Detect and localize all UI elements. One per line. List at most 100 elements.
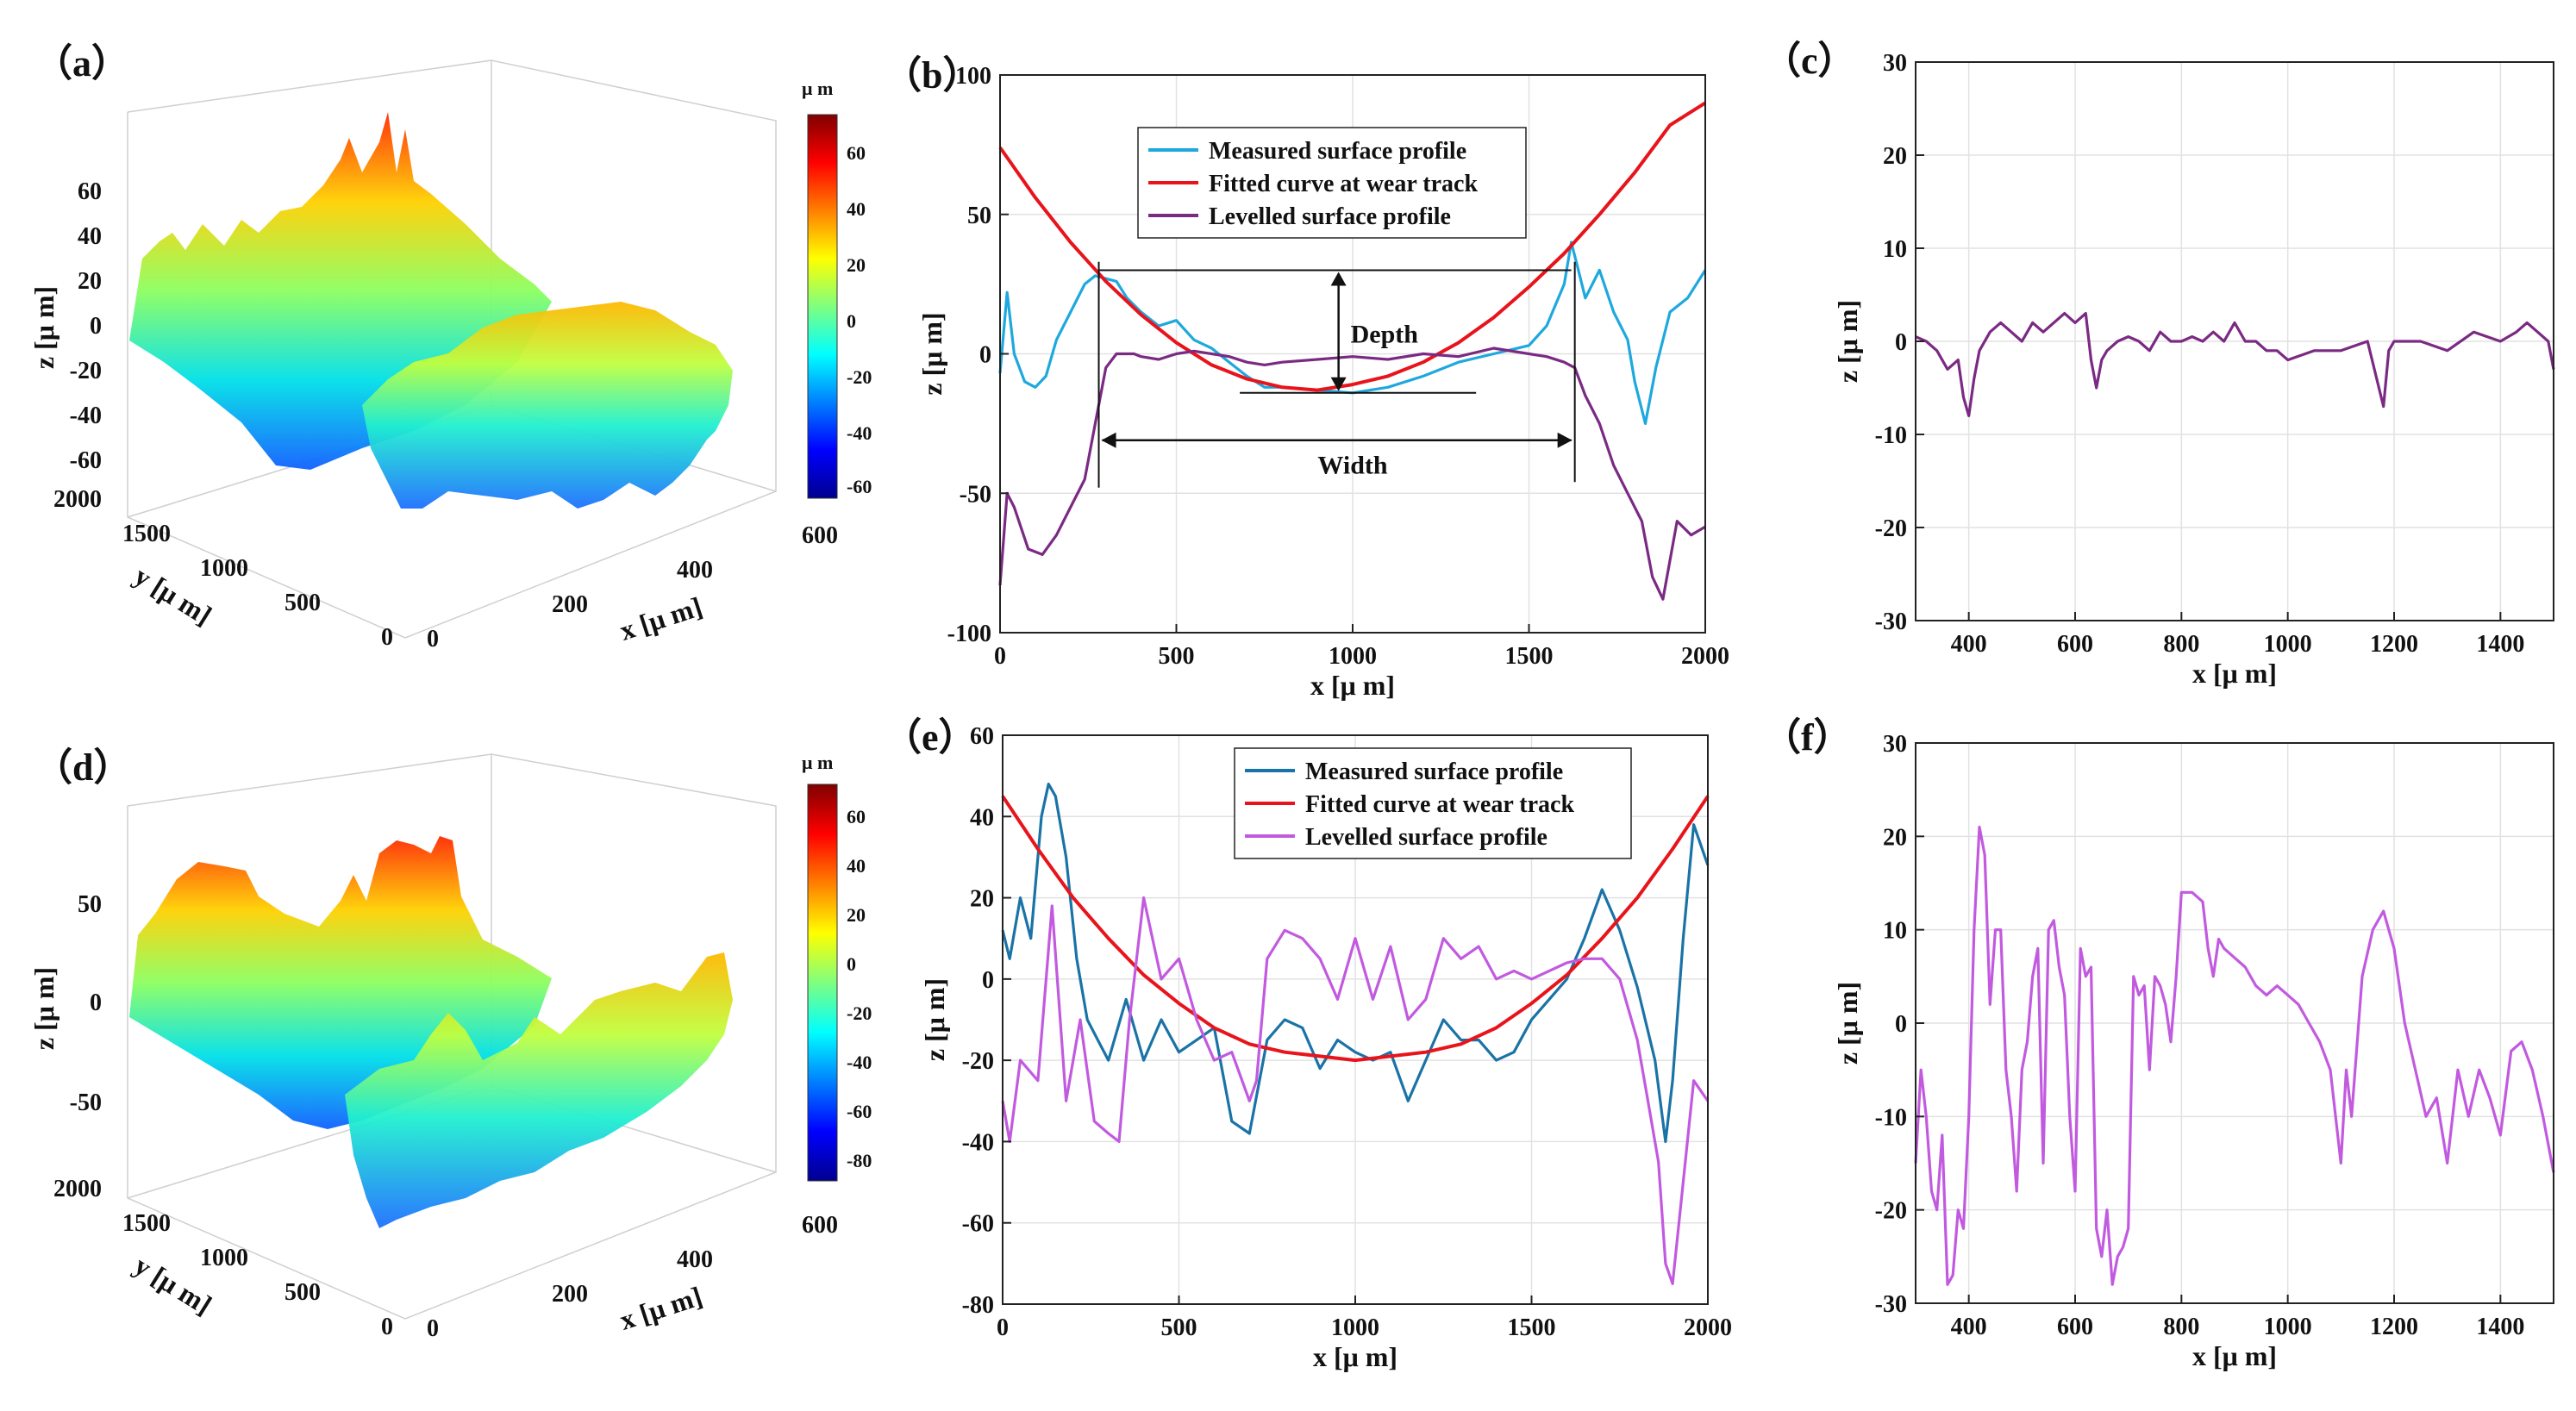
z-label-a: z [μ m] (28, 286, 59, 369)
y-tick-label: -60 (962, 1211, 994, 1238)
series-fitted-e (1001, 795, 1710, 1063)
x-tick-label: 1500 (1505, 643, 1554, 670)
z-tick: -60 (70, 447, 102, 474)
surface-front-d (345, 952, 733, 1228)
y-tick-label: 20 (970, 886, 994, 913)
y-tick-label: -20 (962, 1048, 994, 1075)
y-tick: 1500 (122, 1210, 171, 1237)
panel-label-a: （a） (34, 42, 129, 84)
colorbar-tick: -40 (847, 422, 872, 444)
x-tick-label: 1000 (2264, 1314, 2312, 1340)
colorbar-a (807, 114, 838, 499)
x-axis-label-c: x [μ m] (2192, 658, 2277, 689)
colorbar-unit-a: μ m (802, 78, 833, 99)
colorbar-tick: 40 (847, 198, 866, 220)
panel-label-f: （f） (1763, 716, 1852, 759)
colorbar-tick: -20 (847, 366, 872, 388)
y-tick: 1000 (200, 555, 248, 582)
legend-entry-fitted: Fitted curve at wear track (1209, 171, 1478, 197)
x-tick-label: 2000 (1681, 643, 1729, 670)
y-tick-label: -30 (1875, 609, 1907, 635)
x-tick-label: 600 (2057, 631, 2093, 658)
y-tick-label: -10 (1875, 422, 1907, 449)
colorbar-d (807, 784, 838, 1182)
x-ticks-d: 0 200 400 600 (427, 1212, 838, 1342)
y-axis-label-b: z [μ m] (916, 312, 947, 395)
z-tick: 0 (90, 313, 102, 340)
legend-e: Measured surface profile Fitted curve at … (1234, 747, 1632, 859)
x-tick-label: 500 (1161, 1314, 1197, 1341)
colorbar-ticks-d: 60 40 20 0 -20 -40 -60 -80 (847, 806, 872, 1171)
x-tick-label: 2000 (1684, 1314, 1732, 1341)
z-tick: 50 (78, 891, 102, 918)
z-tick: 60 (78, 178, 102, 205)
z-tick: -40 (70, 403, 102, 429)
y-axis-label-c: z [μ m] (1832, 300, 1863, 383)
x-tick-label: 600 (2057, 1314, 2093, 1340)
y-tick-label: 30 (1883, 731, 1907, 758)
x-axis-label-f: x [μ m] (2192, 1340, 2277, 1371)
legend-entry-fitted: Fitted curve at wear track (1305, 791, 1574, 818)
panel-d: （d） 50 0 -50 z [μ m] 2000 1500 1000 500 … (28, 746, 872, 1342)
y-tick-label: -20 (1875, 1198, 1907, 1225)
x-tick-label: 1000 (1331, 1314, 1379, 1341)
y-tick: 0 (381, 624, 393, 651)
legend-entry-levelled: Levelled surface profile (1305, 824, 1547, 851)
box-frame-d-3 (127, 753, 492, 807)
z-ticks-a: 60 40 20 0 -20 -40 -60 (70, 178, 102, 474)
legend-entry-measured: Measured surface profile (1305, 759, 1563, 785)
legend-box (1234, 747, 1632, 859)
width-label: Width (1317, 452, 1387, 480)
colorbar-tick: 60 (847, 142, 866, 164)
legend-b: Measured surface profile Fitted curve at … (1137, 127, 1527, 239)
y-tick-label: 100 (955, 63, 991, 90)
x-tick: 400 (677, 557, 713, 584)
y-tick-label: 20 (1883, 824, 1907, 851)
y-tick: 2000 (53, 1176, 102, 1202)
z-label-d: z [μ m] (28, 967, 59, 1050)
y-tick-label: 0 (1895, 1011, 1907, 1038)
x-tick-label: 1200 (2370, 631, 2418, 658)
x-tick: 0 (427, 626, 439, 652)
x-tick-label: 400 (1951, 631, 1987, 658)
legend-box (1137, 127, 1527, 239)
y-tick-label: -100 (947, 621, 991, 647)
y-tick: 1500 (122, 521, 171, 547)
y-tick-label: 40 (970, 804, 994, 831)
x-tick-label: 1000 (1329, 643, 1377, 670)
colorbar-tick: -40 (847, 1052, 872, 1073)
x-ticks-a: 0 200 400 600 (427, 522, 838, 652)
series-measured-e (1001, 782, 1710, 1144)
colorbar-tick: 40 (847, 855, 866, 877)
y-tick-label: -30 (1875, 1291, 1907, 1318)
colorbar-tick: 0 (847, 310, 856, 332)
width-arrowhead-right (1557, 432, 1572, 448)
x-tick-label: 0 (994, 643, 1006, 670)
y-tick-label: -10 (1875, 1104, 1907, 1131)
x-tick-label: 1400 (2476, 1314, 2524, 1340)
x-tick-label: 1500 (1508, 1314, 1556, 1341)
depth-arrowhead-bottom (1330, 377, 1347, 391)
colorbar-tick: -80 (847, 1150, 872, 1171)
z-tick: 0 (90, 990, 102, 1016)
x-tick-label: 800 (2163, 631, 2199, 658)
legend-entry-levelled: Levelled surface profile (1209, 203, 1451, 230)
y-tick: 500 (284, 1279, 321, 1306)
y-tick-label: 20 (1883, 143, 1907, 170)
x-tick: 200 (552, 1281, 588, 1308)
y-tick-label: 50 (967, 203, 991, 229)
panel-label-b: （b） (884, 54, 980, 97)
z-tick: -20 (70, 358, 102, 384)
z-tick: 40 (78, 223, 102, 250)
y-tick-label: 0 (1895, 329, 1907, 356)
z-tick: 20 (78, 268, 102, 295)
depth-arrowhead-top (1330, 272, 1347, 286)
x-tick-label: 800 (2163, 1314, 2199, 1340)
x-label-a: x [μ m] (616, 590, 705, 646)
x-tick-label: 400 (1951, 1314, 1987, 1340)
x-tick: 400 (677, 1246, 713, 1273)
colorbar-ticks-a: 60 40 20 0 -20 -40 -60 (847, 142, 872, 497)
x-tick-label: 1000 (2264, 631, 2312, 658)
y-tick-label: -80 (962, 1292, 994, 1319)
